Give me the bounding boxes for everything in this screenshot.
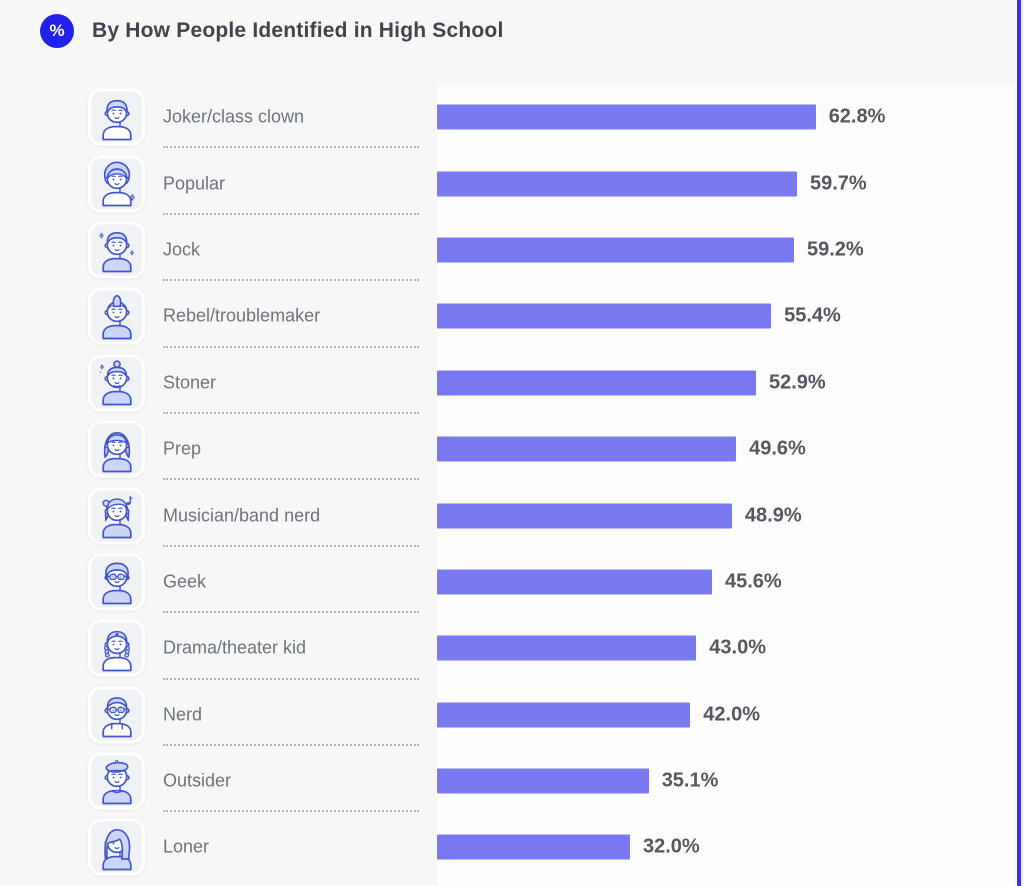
row-separator (163, 345, 419, 348)
value-label: 55.4% (784, 304, 841, 327)
bar (437, 303, 772, 329)
bar (437, 171, 797, 197)
popular-avatar-icon (88, 155, 145, 213)
value-label: 49.6% (749, 437, 806, 460)
value-label: 42.0% (703, 703, 761, 726)
chart-rows: Joker/class clown 62.8% Popular 59.7% Jo… (0, 84, 1024, 881)
bar (437, 768, 649, 794)
row-separator (163, 544, 419, 547)
category-label: Drama/theater kid (163, 637, 307, 658)
chart-header: % By How People Identified in High Schoo… (40, 14, 504, 48)
row-separator (163, 478, 419, 481)
chart-row: Drama/theater kid 43.0% (0, 615, 1024, 681)
rebel-avatar-icon (88, 287, 145, 345)
value-label: 62.8% (828, 105, 886, 128)
chart-plot-area (437, 84, 1015, 886)
right-accent-border (1017, 0, 1021, 886)
jock-avatar-icon (88, 221, 145, 279)
chart-row: Loner 32.0% (0, 814, 1024, 880)
chart-row: Popular 59.7% (0, 150, 1024, 216)
chart-row: Musician/band nerd 48.9% (0, 482, 1024, 548)
category-label: Nerd (163, 704, 203, 725)
bar (437, 702, 691, 728)
bar (437, 104, 816, 130)
chart-row: Joker/class clown 62.8% (0, 84, 1024, 150)
category-label: Loner (163, 836, 210, 857)
chart-row: Jock 59.2% (0, 217, 1024, 283)
chart-row: Nerd 42.0% (0, 682, 1024, 748)
row-separator (163, 677, 419, 680)
chart-row: Geek 45.6% (0, 549, 1024, 615)
chart-row: Stoner 52.9% (0, 350, 1024, 416)
row-separator (163, 611, 419, 614)
value-label: 52.9% (769, 371, 826, 394)
category-label: Stoner (163, 372, 217, 393)
row-separator (163, 279, 419, 282)
row-separator (163, 146, 419, 149)
bar (437, 436, 737, 462)
category-label: Jock (163, 239, 201, 260)
prep-avatar-icon (88, 420, 145, 478)
loner-avatar-icon (88, 818, 145, 876)
chart-title: By How People Identified in High School (92, 19, 504, 42)
bar (437, 569, 712, 595)
row-separator (163, 212, 419, 215)
musician-avatar-icon (88, 487, 145, 545)
drama-avatar-icon (88, 619, 145, 677)
bar (437, 503, 732, 529)
value-label: 43.0% (709, 636, 767, 659)
bar (437, 370, 756, 396)
value-label: 45.6% (725, 570, 782, 593)
outsider-avatar-icon (88, 752, 145, 810)
chart-row: Prep 49.6% (0, 416, 1024, 482)
category-label: Joker/class clown (163, 106, 305, 127)
category-label: Rebel/troublemaker (163, 305, 321, 326)
row-separator (163, 810, 419, 813)
joker-avatar-icon (88, 88, 145, 146)
category-label: Outsider (163, 770, 232, 791)
geek-avatar-icon (88, 553, 145, 611)
value-label: 35.1% (661, 769, 719, 792)
chart-row: Rebel/troublemaker 55.4% (0, 283, 1024, 349)
bar (437, 834, 630, 860)
chart-row: Outsider 35.1% (0, 748, 1024, 814)
row-separator (163, 743, 419, 746)
category-label: Musician/band nerd (163, 505, 321, 526)
category-label: Prep (163, 438, 202, 459)
stoner-avatar-icon (88, 354, 145, 412)
value-label: 59.2% (807, 238, 864, 261)
bar (437, 237, 794, 263)
value-label: 32.0% (643, 835, 700, 858)
nerd-avatar-icon (88, 686, 145, 744)
category-label: Geek (163, 571, 207, 592)
value-label: 48.9% (744, 504, 802, 527)
percent-badge-icon: % (40, 14, 74, 48)
category-label: Popular (163, 173, 226, 194)
bar (437, 635, 697, 661)
value-label: 59.7% (810, 172, 867, 195)
row-separator (163, 411, 419, 414)
